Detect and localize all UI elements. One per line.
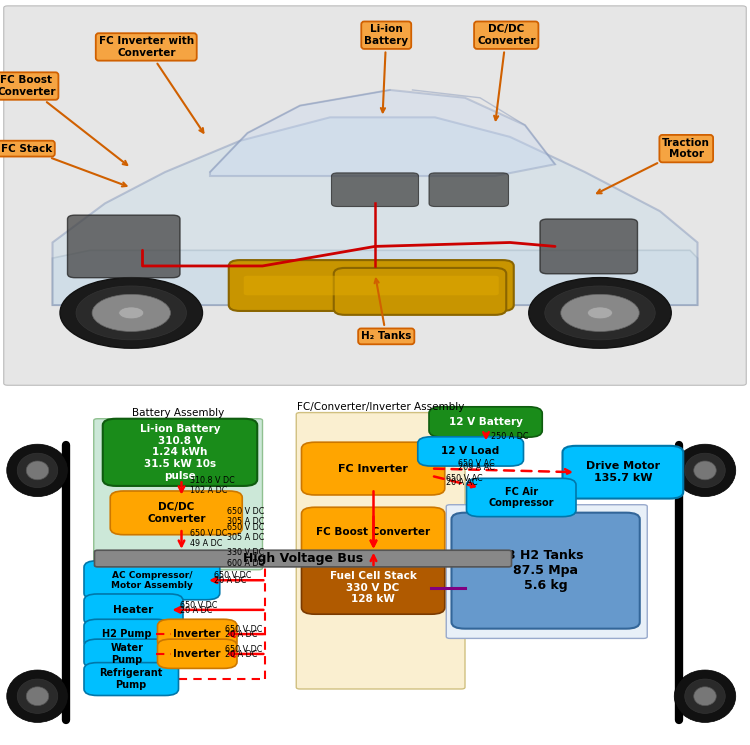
Ellipse shape [26, 687, 49, 706]
Ellipse shape [17, 679, 58, 714]
Text: Water
Pump: Water Pump [110, 643, 143, 665]
Ellipse shape [685, 453, 725, 487]
FancyBboxPatch shape [540, 219, 638, 274]
Text: 650 V DC
305 A DC: 650 V DC 305 A DC [226, 523, 264, 542]
Ellipse shape [529, 278, 671, 348]
Text: Inverter: Inverter [173, 629, 221, 639]
Ellipse shape [17, 453, 58, 487]
FancyBboxPatch shape [229, 260, 514, 311]
Polygon shape [210, 90, 555, 176]
Text: 650 V DC: 650 V DC [225, 644, 262, 654]
Ellipse shape [7, 444, 68, 497]
Text: Fuel Cell Stack
330 V DC
128 kW: Fuel Cell Stack 330 V DC 128 kW [330, 571, 416, 604]
Text: Traction
Motor: Traction Motor [597, 138, 710, 193]
Text: 209 A AC: 209 A AC [458, 463, 495, 472]
FancyBboxPatch shape [466, 478, 576, 516]
Ellipse shape [674, 444, 736, 497]
FancyBboxPatch shape [94, 551, 512, 567]
Text: FC Inverter with
Converter: FC Inverter with Converter [99, 37, 203, 133]
FancyBboxPatch shape [452, 513, 640, 629]
FancyBboxPatch shape [158, 619, 237, 649]
Text: 650 V DC
49 A DC: 650 V DC 49 A DC [190, 529, 228, 548]
FancyBboxPatch shape [94, 419, 262, 570]
Text: 330 V DC
600 A DC: 330 V DC 600 A DC [226, 548, 264, 568]
Ellipse shape [674, 670, 736, 723]
Text: 650 V DC: 650 V DC [180, 601, 218, 610]
Ellipse shape [76, 286, 187, 340]
Ellipse shape [694, 687, 716, 706]
Ellipse shape [694, 461, 716, 480]
FancyBboxPatch shape [84, 619, 170, 649]
Ellipse shape [26, 461, 49, 480]
Text: 650 V DC: 650 V DC [214, 571, 251, 580]
Text: H2 Pump: H2 Pump [102, 629, 152, 639]
FancyBboxPatch shape [84, 594, 183, 626]
FancyBboxPatch shape [334, 268, 506, 315]
Text: 12 V Load: 12 V Load [442, 446, 500, 457]
FancyBboxPatch shape [418, 437, 524, 466]
Text: 20 A DC: 20 A DC [180, 606, 212, 615]
FancyBboxPatch shape [244, 276, 499, 295]
Text: DC/DC
Converter: DC/DC Converter [147, 502, 206, 524]
Text: 20 A AC: 20 A AC [446, 478, 478, 487]
FancyBboxPatch shape [103, 419, 257, 486]
Text: FC Stack: FC Stack [1, 144, 127, 186]
Text: 310.8 V DC
102 A DC: 310.8 V DC 102 A DC [190, 476, 236, 495]
Text: 20 A DC: 20 A DC [214, 577, 246, 586]
FancyBboxPatch shape [4, 6, 746, 385]
Text: FC Air
Compressor: FC Air Compressor [488, 486, 554, 508]
FancyBboxPatch shape [84, 662, 178, 696]
FancyBboxPatch shape [562, 446, 683, 498]
FancyBboxPatch shape [84, 639, 170, 668]
Text: FC Boost Converter: FC Boost Converter [316, 527, 430, 537]
FancyBboxPatch shape [429, 407, 542, 437]
Text: Li-ion Battery
310.8 V
1.24 kWh
31.5 kW 10s
pulse: Li-ion Battery 310.8 V 1.24 kWh 31.5 kW … [140, 424, 220, 481]
Text: 250 A DC: 250 A DC [491, 432, 529, 441]
Ellipse shape [92, 294, 170, 332]
Text: DC/DC
Converter: DC/DC Converter [477, 25, 536, 120]
Text: 12 V Battery: 12 V Battery [448, 417, 523, 427]
Text: 650 V AC: 650 V AC [446, 474, 483, 483]
Ellipse shape [561, 294, 639, 332]
Text: Refrigerant
Pump: Refrigerant Pump [100, 668, 163, 690]
Ellipse shape [7, 670, 68, 723]
FancyBboxPatch shape [302, 443, 445, 495]
Text: 650 V DC
305 A DC: 650 V DC 305 A DC [226, 507, 264, 527]
Ellipse shape [544, 286, 656, 340]
Text: 650 V DC: 650 V DC [225, 625, 262, 634]
FancyBboxPatch shape [68, 215, 180, 278]
Text: AC Compressor/
Motor Assembly: AC Compressor/ Motor Assembly [111, 571, 193, 590]
Text: 650 V AC: 650 V AC [458, 459, 494, 468]
Polygon shape [53, 118, 698, 305]
FancyBboxPatch shape [332, 173, 419, 206]
FancyBboxPatch shape [429, 173, 508, 206]
Text: FC Boost
Converter: FC Boost Converter [0, 75, 128, 165]
FancyBboxPatch shape [302, 562, 445, 614]
Text: 3 H2 Tanks
87.5 Mpa
5.6 kg: 3 H2 Tanks 87.5 Mpa 5.6 kg [507, 549, 584, 592]
FancyBboxPatch shape [158, 639, 237, 668]
Text: H₂ Tanks: H₂ Tanks [361, 279, 412, 341]
Polygon shape [53, 250, 698, 305]
Ellipse shape [587, 307, 613, 319]
Ellipse shape [685, 679, 725, 714]
FancyBboxPatch shape [110, 491, 242, 535]
Text: Battery Assembly: Battery Assembly [132, 408, 225, 418]
Text: Li-ion
Battery: Li-ion Battery [364, 25, 408, 112]
Ellipse shape [60, 278, 202, 348]
Text: Heater: Heater [113, 605, 154, 615]
FancyBboxPatch shape [302, 507, 445, 557]
FancyBboxPatch shape [296, 413, 465, 689]
FancyBboxPatch shape [446, 504, 647, 638]
FancyBboxPatch shape [84, 561, 220, 600]
Text: FC Inverter: FC Inverter [338, 463, 408, 474]
Text: 20 A DC: 20 A DC [225, 650, 257, 659]
Text: Drive Motor
135.7 kW: Drive Motor 135.7 kW [586, 461, 660, 483]
Text: High Voltage Bus: High Voltage Bus [243, 552, 363, 565]
Text: 20 A DC: 20 A DC [225, 630, 257, 639]
Text: FC/Converter/Inverter Assembly: FC/Converter/Inverter Assembly [297, 402, 465, 412]
Text: Inverter: Inverter [173, 649, 221, 659]
Ellipse shape [118, 307, 144, 319]
